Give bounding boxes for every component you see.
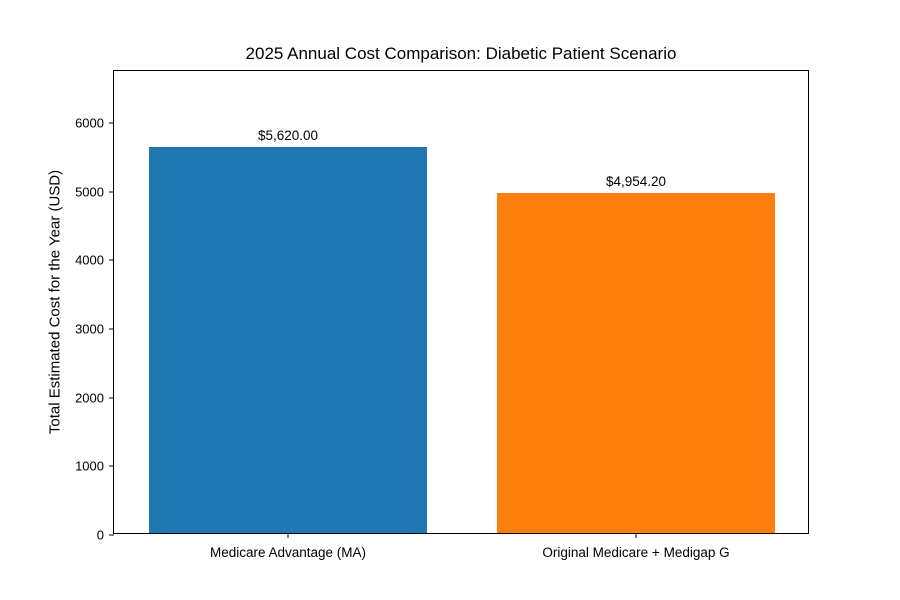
y-tick-label: 4000: [75, 252, 104, 268]
plot-area: 0 1000 2000 3000 4000 5000 6000 $5,620.00 Medica…: [75, 70, 809, 560]
y-axis-label: Total Estimated Cost for the Year (USD): [46, 169, 64, 435]
y-tick-mark: [109, 122, 114, 124]
y-tick-label: 5000: [75, 184, 104, 200]
x-tick-mark: [635, 533, 637, 538]
x-tick-label: Medicare Advantage (MA): [209, 545, 367, 560]
bar-value-label: $4,954.20: [605, 173, 667, 189]
y-tick-mark: [109, 259, 114, 261]
y-tick-mark: [109, 534, 114, 536]
bar-value-label: $5,620.00: [257, 128, 319, 144]
x-tick-mark: [287, 533, 289, 538]
bar: [148, 147, 428, 533]
y-tick-mark: [109, 465, 114, 467]
y-tick-label: 6000: [75, 115, 104, 131]
bar: [496, 192, 776, 533]
y-tick-label: 3000: [75, 321, 104, 337]
y-tick-mark: [109, 191, 114, 193]
x-tick-label: Original Medicare + Medigap G: [542, 545, 730, 560]
y-tick-label: 0: [96, 527, 104, 543]
y-tick-mark: [109, 328, 114, 330]
chart-title: 2025 Annual Cost Comparison: Diabetic Pa…: [245, 44, 677, 63]
y-tick-label: 2000: [75, 390, 104, 406]
y-tick-label: 1000: [75, 458, 104, 474]
y-tick-mark: [109, 397, 114, 399]
